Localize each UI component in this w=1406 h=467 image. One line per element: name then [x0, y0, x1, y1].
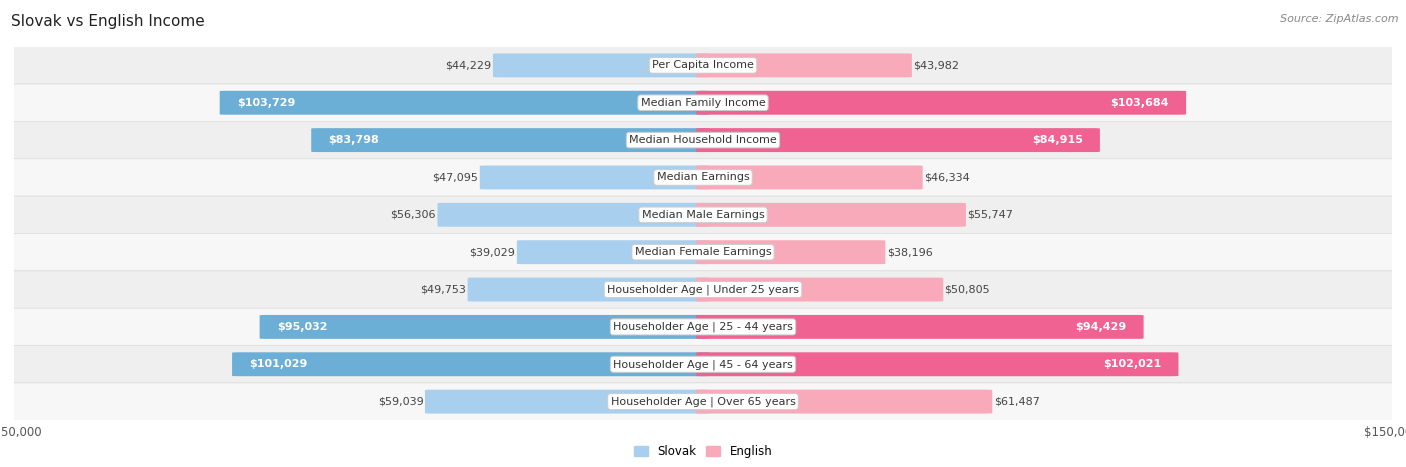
FancyBboxPatch shape — [479, 165, 710, 190]
FancyBboxPatch shape — [494, 53, 710, 78]
FancyBboxPatch shape — [696, 277, 943, 302]
Text: Per Capita Income: Per Capita Income — [652, 60, 754, 71]
FancyBboxPatch shape — [696, 203, 966, 227]
FancyBboxPatch shape — [232, 352, 710, 376]
Text: Householder Age | 25 - 44 years: Householder Age | 25 - 44 years — [613, 322, 793, 332]
FancyBboxPatch shape — [468, 277, 710, 302]
Text: Source: ZipAtlas.com: Source: ZipAtlas.com — [1281, 14, 1399, 24]
Text: $56,306: $56,306 — [391, 210, 436, 220]
FancyBboxPatch shape — [425, 389, 710, 414]
Text: $95,032: $95,032 — [277, 322, 328, 332]
Text: $83,798: $83,798 — [329, 135, 380, 145]
FancyBboxPatch shape — [311, 128, 710, 152]
FancyBboxPatch shape — [0, 84, 1406, 121]
Text: $55,747: $55,747 — [967, 210, 1014, 220]
FancyBboxPatch shape — [260, 315, 710, 339]
Text: $46,334: $46,334 — [924, 172, 970, 183]
Text: $49,753: $49,753 — [420, 284, 467, 295]
Text: $50,805: $50,805 — [945, 284, 990, 295]
FancyBboxPatch shape — [0, 47, 1406, 84]
FancyBboxPatch shape — [696, 389, 993, 414]
FancyBboxPatch shape — [696, 240, 886, 264]
FancyBboxPatch shape — [517, 240, 710, 264]
Legend: Slovak, English: Slovak, English — [628, 440, 778, 463]
FancyBboxPatch shape — [0, 308, 1406, 346]
Text: $61,487: $61,487 — [994, 396, 1039, 407]
FancyBboxPatch shape — [0, 234, 1406, 271]
Text: Median Household Income: Median Household Income — [628, 135, 778, 145]
FancyBboxPatch shape — [0, 196, 1406, 234]
Text: $102,021: $102,021 — [1102, 359, 1161, 369]
Text: $39,029: $39,029 — [470, 247, 516, 257]
Text: Median Earnings: Median Earnings — [657, 172, 749, 183]
Text: Median Family Income: Median Family Income — [641, 98, 765, 108]
FancyBboxPatch shape — [0, 159, 1406, 196]
FancyBboxPatch shape — [0, 271, 1406, 308]
Text: $101,029: $101,029 — [249, 359, 308, 369]
Text: $94,429: $94,429 — [1076, 322, 1126, 332]
Text: Median Male Earnings: Median Male Earnings — [641, 210, 765, 220]
Text: $103,684: $103,684 — [1111, 98, 1168, 108]
Text: $84,915: $84,915 — [1032, 135, 1083, 145]
Text: $44,229: $44,229 — [446, 60, 492, 71]
FancyBboxPatch shape — [696, 165, 922, 190]
Text: $38,196: $38,196 — [887, 247, 932, 257]
FancyBboxPatch shape — [696, 53, 912, 78]
Text: Median Female Earnings: Median Female Earnings — [634, 247, 772, 257]
FancyBboxPatch shape — [0, 346, 1406, 383]
Text: $43,982: $43,982 — [914, 60, 959, 71]
FancyBboxPatch shape — [696, 352, 1178, 376]
Text: $47,095: $47,095 — [433, 172, 478, 183]
Text: Slovak vs English Income: Slovak vs English Income — [11, 14, 205, 29]
Text: $103,729: $103,729 — [238, 98, 295, 108]
FancyBboxPatch shape — [437, 203, 710, 227]
FancyBboxPatch shape — [696, 91, 1187, 115]
Text: Householder Age | Under 25 years: Householder Age | Under 25 years — [607, 284, 799, 295]
FancyBboxPatch shape — [696, 315, 1143, 339]
Text: $59,039: $59,039 — [378, 396, 423, 407]
FancyBboxPatch shape — [0, 121, 1406, 159]
Text: Householder Age | 45 - 64 years: Householder Age | 45 - 64 years — [613, 359, 793, 369]
FancyBboxPatch shape — [696, 128, 1099, 152]
FancyBboxPatch shape — [0, 383, 1406, 420]
Text: Householder Age | Over 65 years: Householder Age | Over 65 years — [610, 396, 796, 407]
FancyBboxPatch shape — [219, 91, 710, 115]
